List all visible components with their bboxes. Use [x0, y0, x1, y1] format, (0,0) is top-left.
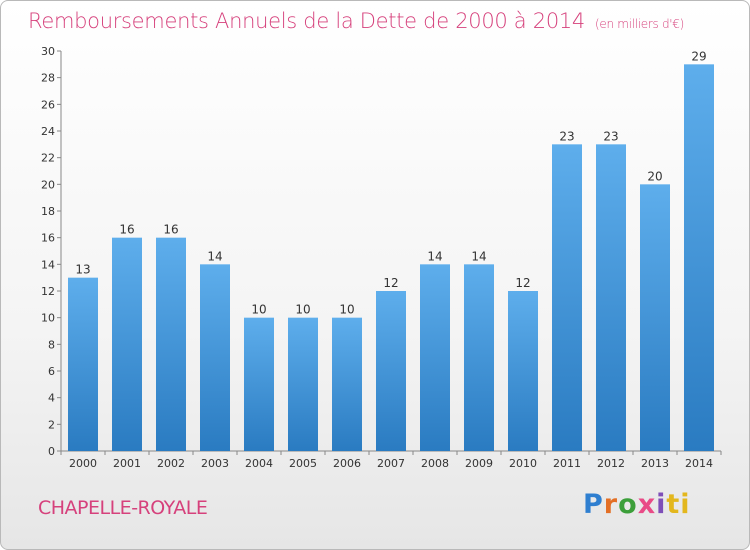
y-tick-label: 10	[41, 312, 55, 325]
y-tick-label: 4	[48, 392, 55, 405]
bar	[200, 264, 230, 451]
data-label: 14	[427, 249, 442, 263]
bar	[596, 144, 626, 452]
y-tick-label: 16	[41, 232, 55, 245]
bar	[376, 291, 406, 451]
y-tick-label: 18	[41, 205, 55, 218]
y-tick-label: 22	[41, 152, 55, 165]
data-label: 16	[163, 223, 178, 237]
x-tick-label: 2002	[157, 457, 185, 470]
x-tick-label: 2006	[333, 457, 361, 470]
y-tick-label: 6	[48, 365, 55, 378]
x-tick-label: 2004	[245, 457, 273, 470]
x-tick-label: 2005	[289, 457, 317, 470]
y-tick-label: 8	[48, 338, 55, 351]
bar	[464, 264, 494, 451]
bars	[68, 64, 714, 452]
proxiti-logo[interactable]: Proxiti	[583, 489, 691, 520]
data-label: 10	[295, 303, 310, 317]
y-tick-label: 30	[41, 45, 55, 58]
y-tick-label: 14	[41, 258, 55, 271]
x-tick-label: 2014	[685, 457, 713, 470]
bar	[244, 317, 274, 451]
chart-subtitle: (en milliers d'€)	[595, 17, 685, 31]
y-tick-label: 26	[41, 98, 55, 111]
x-tick-label: 2007	[377, 457, 405, 470]
data-label: 23	[603, 129, 618, 143]
data-label: 23	[559, 129, 574, 143]
data-label: 10	[339, 303, 354, 317]
y-tick-label: 28	[41, 72, 55, 85]
bar	[508, 291, 538, 451]
logo-letter: P	[583, 489, 604, 520]
y-tick-label: 24	[41, 125, 55, 138]
bar	[332, 317, 362, 451]
logo-letter: x	[637, 489, 657, 520]
chart-title-text: Remboursements Annuels de la Dette de 20…	[28, 9, 585, 33]
bar	[640, 184, 670, 452]
y-tick-label: 0	[48, 445, 55, 458]
x-tick-label: 2011	[553, 457, 581, 470]
data-label: 13	[75, 263, 90, 277]
data-label: 20	[647, 169, 662, 183]
x-tick-label: 2003	[201, 457, 229, 470]
bar	[156, 237, 186, 451]
logo-letter: r	[603, 489, 619, 520]
data-label: 16	[119, 223, 134, 237]
bar	[420, 264, 450, 451]
data-label: 12	[383, 276, 398, 290]
y-tick-label: 12	[41, 285, 55, 298]
bar	[552, 144, 582, 452]
data-label: 14	[207, 249, 222, 263]
logo-letter: o	[618, 489, 638, 520]
data-label: 14	[471, 249, 486, 263]
data-label: 12	[515, 276, 530, 290]
x-tick-label: 2000	[69, 457, 97, 470]
x-tick-label: 2008	[421, 457, 449, 470]
logo-letter: i	[656, 489, 667, 520]
y-tick-label: 20	[41, 178, 55, 191]
bar	[112, 237, 142, 451]
commune-name: CHAPELLE-ROYALE	[38, 497, 208, 519]
logo-letter: ti	[666, 489, 691, 520]
data-label: 29	[691, 49, 706, 63]
bar	[288, 317, 318, 451]
y-tick-label: 2	[48, 418, 55, 431]
x-tick-label: 2009	[465, 457, 493, 470]
x-tick-label: 2013	[641, 457, 669, 470]
x-tick-label: 2012	[597, 457, 625, 470]
data-labels: 13 16 16 14 10 10 10 12 14 14 12 23 23 20 29	[75, 49, 706, 316]
x-tick-label: 2010	[509, 457, 537, 470]
bar	[68, 277, 98, 451]
data-label: 10	[251, 303, 266, 317]
chart-title: Remboursements Annuels de la Dette de 20…	[28, 9, 684, 33]
bar	[684, 64, 714, 452]
x-tick-label: 2001	[113, 457, 141, 470]
